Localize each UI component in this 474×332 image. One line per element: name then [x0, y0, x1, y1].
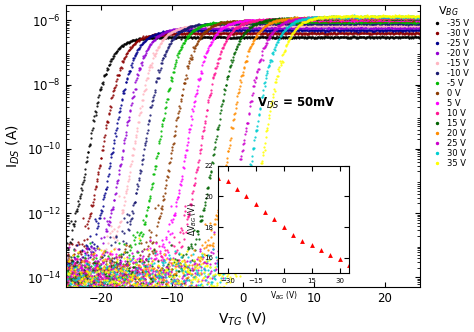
Legend: -35 V, -30 V, -25 V, -20 V, -15 V, -10 V, -5 V, 0 V, 5 V, 10 V, 15 V, 20 V, 25 V: -35 V, -30 V, -25 V, -20 V, -15 V, -10 V…	[428, 4, 470, 169]
Y-axis label: I$_{DS}$ (A): I$_{DS}$ (A)	[4, 124, 21, 168]
Text: V$_{DS}$ = 50mV: V$_{DS}$ = 50mV	[257, 96, 336, 111]
X-axis label: V$_{TG}$ (V): V$_{TG}$ (V)	[219, 310, 267, 328]
